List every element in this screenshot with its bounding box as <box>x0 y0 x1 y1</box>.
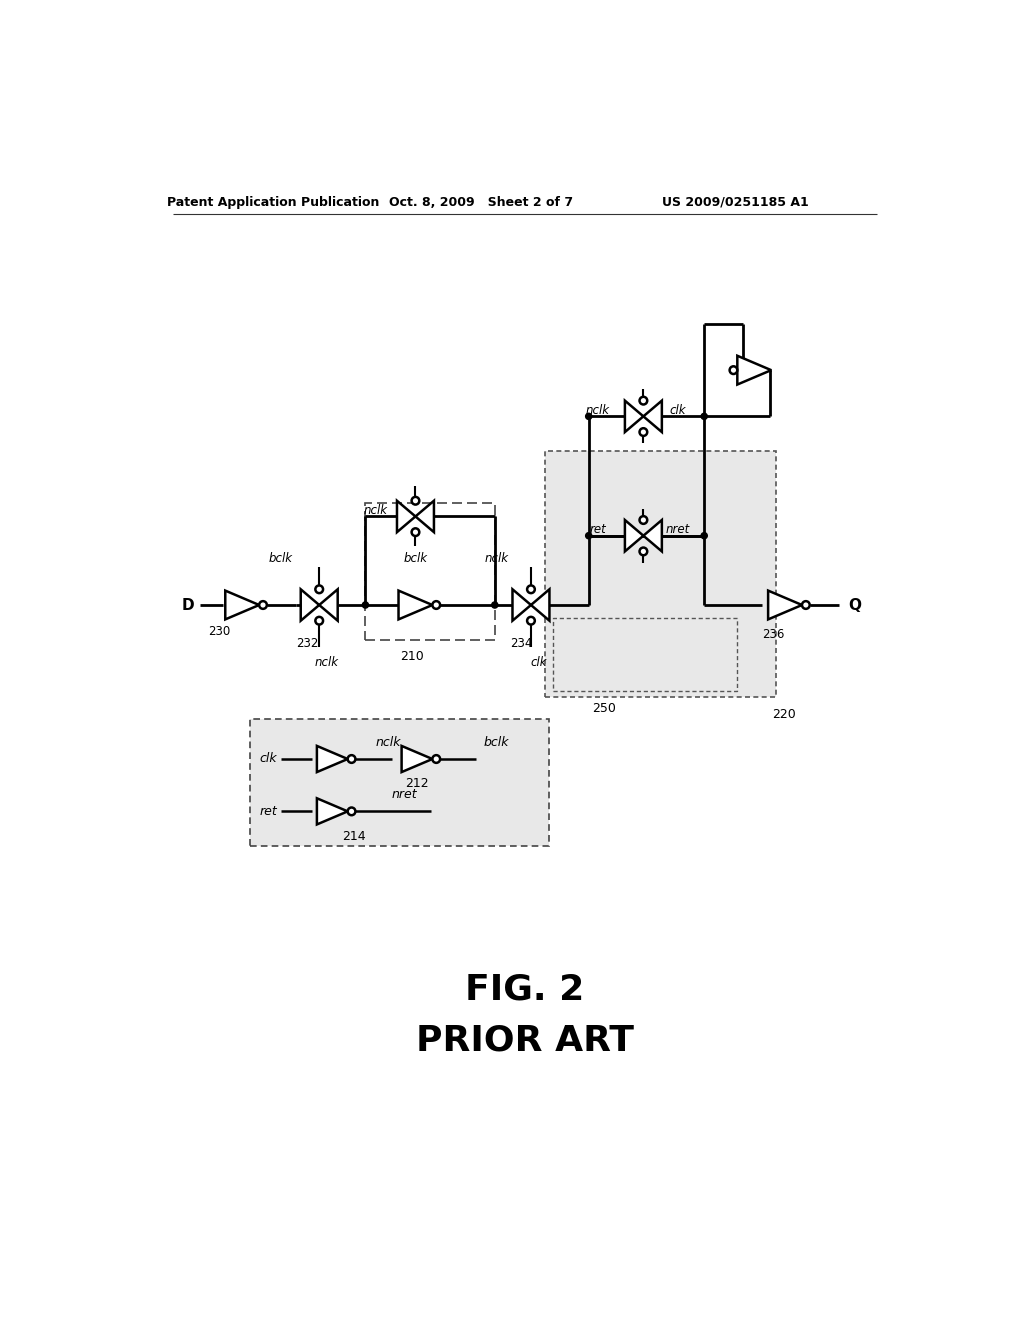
Circle shape <box>362 602 369 609</box>
Text: clk: clk <box>530 656 547 669</box>
Polygon shape <box>643 401 662 432</box>
Text: 212: 212 <box>406 777 429 791</box>
Text: 232: 232 <box>297 638 318 649</box>
Text: D: D <box>182 598 195 612</box>
Circle shape <box>701 532 708 539</box>
Circle shape <box>348 755 355 763</box>
Polygon shape <box>737 356 771 384</box>
Text: 234: 234 <box>510 638 532 649</box>
Text: nret: nret <box>666 523 689 536</box>
Circle shape <box>432 601 440 609</box>
Text: bclk: bclk <box>268 552 293 565</box>
Text: 236: 236 <box>762 628 784 640</box>
Circle shape <box>315 616 323 624</box>
Circle shape <box>802 601 810 609</box>
Circle shape <box>348 808 355 816</box>
Polygon shape <box>316 746 348 772</box>
Circle shape <box>640 428 647 436</box>
Text: nclk: nclk <box>376 735 401 748</box>
Bar <box>250 719 549 846</box>
Polygon shape <box>625 520 643 552</box>
Text: PRIOR ART: PRIOR ART <box>416 1023 634 1057</box>
Text: US 2009/0251185 A1: US 2009/0251185 A1 <box>662 195 808 209</box>
Text: FIG. 2: FIG. 2 <box>465 973 585 1007</box>
Text: nret: nret <box>391 788 417 801</box>
Polygon shape <box>643 520 662 552</box>
Text: 214: 214 <box>342 829 366 842</box>
Text: nclk: nclk <box>484 552 508 565</box>
Circle shape <box>586 413 592 420</box>
Text: ret: ret <box>590 523 606 536</box>
Polygon shape <box>512 589 531 620</box>
Polygon shape <box>301 589 319 620</box>
Circle shape <box>492 602 498 609</box>
Polygon shape <box>625 401 643 432</box>
Text: nclk: nclk <box>315 656 339 669</box>
Text: 210: 210 <box>399 649 424 663</box>
Text: bclk: bclk <box>483 735 509 748</box>
Circle shape <box>527 616 535 624</box>
Bar <box>545 451 776 697</box>
Circle shape <box>412 528 419 536</box>
Text: 230: 230 <box>208 626 230 639</box>
Polygon shape <box>397 500 416 532</box>
Circle shape <box>527 586 535 593</box>
Text: clk: clk <box>669 404 685 417</box>
Circle shape <box>640 516 647 524</box>
Polygon shape <box>768 590 802 619</box>
Text: Q: Q <box>848 598 861 612</box>
Polygon shape <box>316 799 348 825</box>
Circle shape <box>412 496 419 504</box>
Text: 250: 250 <box>592 702 616 714</box>
Polygon shape <box>531 589 550 620</box>
Text: nclk: nclk <box>364 504 387 517</box>
Text: 220: 220 <box>772 708 796 721</box>
Text: Patent Application Publication: Patent Application Publication <box>167 195 379 209</box>
Polygon shape <box>319 589 338 620</box>
Text: bclk: bclk <box>403 552 427 565</box>
Text: Oct. 8, 2009   Sheet 2 of 7: Oct. 8, 2009 Sheet 2 of 7 <box>389 195 573 209</box>
Circle shape <box>432 755 440 763</box>
Polygon shape <box>398 590 432 619</box>
Circle shape <box>640 397 647 404</box>
Polygon shape <box>416 500 434 532</box>
Circle shape <box>259 601 267 609</box>
Bar <box>553 618 737 692</box>
Circle shape <box>640 548 647 556</box>
Bar <box>366 503 495 640</box>
Text: clk: clk <box>259 752 276 766</box>
Circle shape <box>315 586 323 593</box>
Text: ret: ret <box>259 805 276 818</box>
Text: nclk: nclk <box>586 404 610 417</box>
Circle shape <box>586 532 592 539</box>
Polygon shape <box>225 590 259 619</box>
Circle shape <box>701 413 708 420</box>
Polygon shape <box>401 746 432 772</box>
Circle shape <box>730 367 737 374</box>
